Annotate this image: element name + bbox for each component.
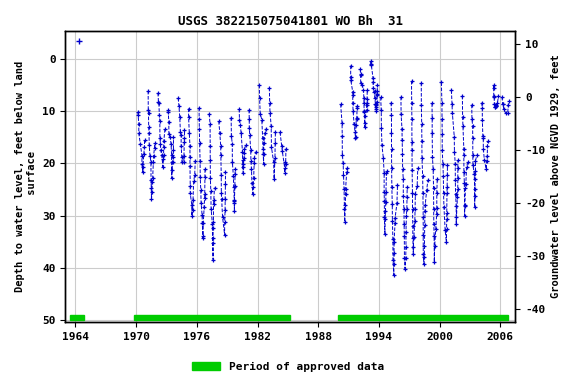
Y-axis label: Depth to water level, feet below land
 surface: Depth to water level, feet below land su… (15, 61, 37, 292)
Title: USGS 382215075041801 WO Bh  31: USGS 382215075041801 WO Bh 31 (178, 15, 403, 28)
Y-axis label: Groundwater level above NGVD 1929, feet: Groundwater level above NGVD 1929, feet (551, 55, 561, 298)
Bar (339, 315, 509, 320)
Bar (70, 315, 84, 320)
Bar (134, 315, 290, 320)
Legend: Period of approved data: Period of approved data (188, 358, 388, 377)
